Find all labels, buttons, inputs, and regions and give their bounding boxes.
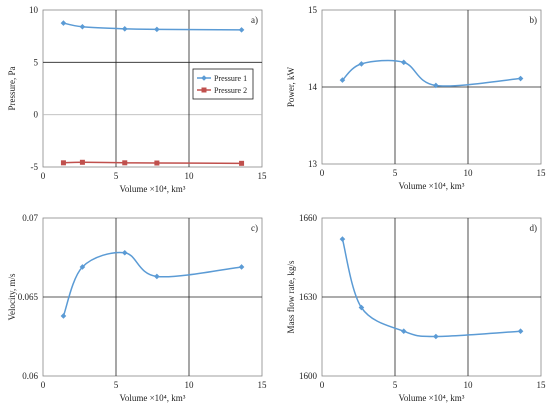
data-point — [339, 77, 346, 83]
legend-entry: Pressure 2 — [214, 86, 247, 95]
panel-label: d) — [530, 223, 538, 233]
data-point — [60, 313, 67, 319]
data-point — [358, 61, 365, 67]
data-point — [79, 23, 86, 30]
data-point — [400, 328, 407, 335]
legend-swatch-marker — [201, 75, 207, 81]
y-axis-label: Mass flow rate, kg/s — [286, 260, 296, 333]
x-axis-label: Volume ×10⁴, km³ — [399, 393, 465, 403]
panel-label: b) — [530, 15, 538, 25]
y-tick-label: 13 — [308, 159, 318, 169]
panel-label: c) — [251, 223, 258, 233]
panel-label: a) — [251, 15, 258, 25]
x-tick-label: 10 — [185, 380, 195, 390]
x-tick-label: 15 — [258, 380, 268, 390]
data-point — [154, 160, 160, 166]
y-tick-label: 0.07 — [22, 213, 38, 223]
x-tick-label: 0 — [41, 171, 46, 181]
x-tick-label: 10 — [464, 380, 474, 390]
y-tick-label: 0.06 — [22, 371, 38, 381]
y-tick-label: -5 — [31, 162, 39, 172]
x-tick-label: 10 — [185, 171, 195, 181]
x-tick-label: 5 — [114, 171, 119, 181]
x-tick-label: 0 — [320, 380, 325, 390]
x-tick-label: 0 — [41, 380, 46, 390]
data-point — [79, 264, 86, 270]
series-line — [63, 161, 242, 165]
data-point — [60, 160, 66, 166]
chart-panel-d: 0 5 10 15 1600 1630 1660 Volume ×10⁴, km³ Mass f… — [286, 213, 546, 403]
series-2 — [60, 159, 245, 166]
data-point — [433, 333, 439, 340]
series-1 — [339, 236, 524, 340]
series-line — [341, 238, 521, 338]
y-tick-label: 1600 — [299, 371, 318, 381]
data-point — [433, 82, 439, 89]
plot-frame — [42, 9, 263, 168]
y-tick-label: 0.065 — [18, 292, 39, 302]
data-point — [154, 273, 160, 280]
data-point — [79, 159, 85, 165]
y-tick-label: 14 — [308, 82, 318, 92]
data-point — [60, 20, 67, 26]
legend-swatch-marker — [201, 87, 207, 93]
y-axis-label: Power, kW — [286, 66, 296, 107]
x-axis-label: Volume ×10⁴, km³ — [120, 393, 186, 403]
legend-box — [192, 68, 254, 100]
chart-panel-c: 0 5 10 15 0.06 0.065 0.07 Volume ×10⁴, km³ Veloc… — [7, 213, 267, 403]
y-tick-label: 1660 — [299, 213, 318, 223]
legend-entry: Pressure 1 — [214, 74, 247, 83]
x-tick-label: 5 — [393, 168, 398, 178]
chart-panel-b: 0 5 10 15 13 14 15 Volume ×10⁴, km³ Power, kW b) — [286, 5, 546, 191]
y-tick-label: 5 — [34, 57, 39, 67]
data-point — [121, 26, 128, 32]
data-point — [400, 59, 407, 66]
x-tick-label: 15 — [258, 171, 268, 181]
x-tick-label: 15 — [537, 168, 547, 178]
data-point — [517, 328, 524, 335]
legend: Pressure 1 Pressure 2 — [192, 68, 254, 100]
x-axis-label: Volume ×10⁴, km³ — [399, 181, 465, 191]
x-tick-label: 5 — [393, 380, 398, 390]
x-tick-label: 0 — [320, 168, 325, 178]
data-point — [154, 26, 160, 33]
series-1 — [339, 59, 524, 89]
data-point — [122, 160, 128, 166]
data-point — [238, 264, 245, 270]
data-point — [238, 27, 245, 33]
x-tick-label: 15 — [537, 380, 547, 390]
y-tick-label: 0 — [34, 110, 39, 120]
x-axis-label: Volume ×10⁴, km³ — [120, 184, 186, 194]
y-tick-label: 1630 — [299, 292, 318, 302]
x-tick-label: 5 — [114, 380, 119, 390]
data-point — [239, 160, 245, 166]
y-tick-label: 15 — [308, 5, 318, 15]
series-line — [63, 22, 242, 31]
data-point — [358, 304, 365, 311]
data-point — [339, 236, 346, 242]
y-tick-label: 10 — [29, 5, 39, 15]
data-point — [517, 75, 524, 82]
y-axis-label: Pressure, Pa — [7, 67, 17, 111]
series-1 — [60, 249, 245, 319]
x-tick-label: 10 — [464, 168, 474, 178]
series-1 — [60, 20, 245, 33]
y-axis-label: Velocity, m/s — [7, 273, 17, 320]
series-line — [341, 59, 521, 87]
data-point — [121, 249, 128, 256]
series-line — [62, 251, 242, 317]
